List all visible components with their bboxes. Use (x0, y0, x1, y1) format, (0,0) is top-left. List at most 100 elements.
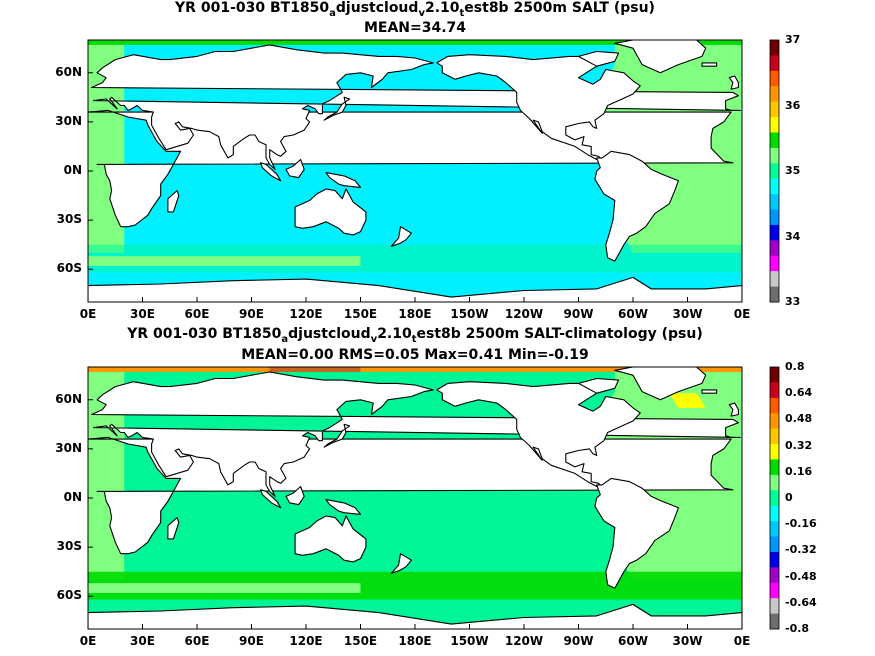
land-madagascar (167, 190, 180, 213)
colorbar-swatch (770, 582, 779, 599)
colorbar-swatch (770, 117, 779, 133)
colorbar-label: 35 (785, 164, 801, 177)
colorbar-swatch (770, 490, 779, 507)
colorbar-swatch (770, 86, 779, 102)
arctic-strip (88, 40, 742, 45)
colorbar-swatch (770, 240, 779, 257)
colorbar-label: 34 (785, 229, 801, 243)
land-uk (728, 402, 739, 417)
colorbar-swatch (770, 101, 779, 118)
land-uk (728, 75, 739, 90)
colorbar-label: 0 (785, 491, 793, 504)
colorbar-swatch (770, 194, 779, 210)
x-tick-label: 0E (733, 307, 751, 321)
x-tick-label: 60E (184, 307, 210, 321)
land-sumatra (260, 162, 282, 182)
land-baffin (577, 377, 620, 394)
x-tick-label: 30W (672, 307, 703, 321)
x-tick-label: 0E (733, 634, 751, 648)
colorbar-label: 0.64 (785, 386, 813, 400)
x-tick-label: 120W (504, 307, 544, 321)
colorbar-swatch (770, 444, 779, 460)
panel2-subtitle: MEAN=0.00 RMS=0.05 Max=0.41 Min=-0.19 (241, 347, 589, 363)
colorbar-swatch (770, 147, 779, 164)
land-eurasia (91, 371, 741, 497)
y-tick-label: 30S (56, 212, 82, 227)
land-samerica (594, 150, 679, 262)
x-tick-label: 60E (184, 634, 210, 648)
map-panel-1 (87, 39, 780, 303)
land-greenland (614, 40, 707, 74)
colorbar-swatch (770, 178, 779, 195)
colorbar-label: -0.8 (785, 622, 810, 635)
land-samerica (594, 477, 679, 589)
y-tick-label: 60N (55, 64, 82, 79)
colorbar-swatch (770, 255, 779, 272)
southern-band-highlight (88, 583, 361, 593)
land-australia (294, 515, 367, 563)
colorbar-swatch (770, 413, 779, 429)
x-tick-label: 180E (398, 634, 432, 648)
y-tick-label: 0N (63, 163, 82, 177)
colorbar-swatch (770, 397, 779, 414)
panel1-subtitle: MEAN=34.74 (363, 20, 467, 36)
colorbar-swatch (770, 613, 779, 630)
anomaly-patch-arctic (269, 367, 361, 372)
colorbar-swatch (770, 286, 779, 303)
land-borneo (285, 158, 305, 179)
colorbar-swatch (770, 459, 779, 476)
x-tick-label: 180E (398, 307, 432, 321)
x-tick-label: 120W (504, 634, 544, 648)
y-tick-label: 60N (55, 391, 82, 406)
x-tick-label: 120E (289, 634, 323, 648)
x-tick-label: 90E (239, 307, 264, 321)
colorbar-label: -0.16 (785, 517, 817, 531)
anomaly-patch-nordic (669, 393, 706, 408)
colorbar-swatch (770, 536, 779, 553)
colorbar-label: 0.8 (785, 360, 805, 373)
colorbar-swatch (770, 382, 779, 399)
x-tick-label: 30E (130, 634, 155, 648)
colorbar-swatch (770, 367, 779, 383)
colorbar-label: 0.32 (785, 438, 813, 452)
y-tick-label: 60S (56, 261, 82, 276)
colorbar-swatch (770, 505, 779, 522)
colorbar-swatch (770, 598, 779, 614)
land-iceland (701, 389, 718, 394)
x-tick-label: 30W (672, 634, 703, 648)
x-tick-label: 90W (563, 634, 594, 648)
x-tick-label: 150E (343, 634, 378, 648)
colorbar-label: -0.64 (785, 595, 817, 609)
colorbar-label: -0.48 (785, 569, 817, 583)
colorbar-swatch (770, 271, 779, 287)
colorbar-label: 36 (785, 98, 801, 112)
colorbar-frame (769, 39, 780, 303)
colorbar-frame (769, 366, 780, 630)
colorbar-swatch (770, 163, 779, 180)
colorbar-swatch (770, 567, 779, 584)
y-tick-label: 60S (56, 588, 82, 603)
colorbar-label: 0.16 (785, 464, 813, 478)
x-tick-label: 0E (79, 634, 97, 648)
land-newzealand (390, 226, 412, 247)
colorbar-label: 0.48 (785, 412, 813, 426)
land-baffin (577, 50, 620, 67)
land-madagascar (167, 517, 180, 540)
x-tick-label: 150E (343, 307, 378, 321)
colorbar-swatch (770, 40, 779, 56)
colorbar-swatch (770, 132, 779, 149)
colorbar-label: 33 (785, 295, 801, 308)
y-tick-label: 0N (63, 490, 82, 504)
land-newguinea (325, 172, 362, 188)
x-tick-label: 90E (239, 634, 264, 648)
land-borneo (285, 485, 305, 506)
land-newzealand (390, 553, 412, 574)
colorbar-swatch (770, 209, 779, 226)
land-namerica (436, 381, 641, 488)
colorbar-swatch (770, 474, 779, 491)
y-tick-label: 30N (55, 113, 82, 128)
land-eurasia (91, 44, 741, 170)
colorbar-swatch (770, 70, 779, 87)
colorbar-swatch (770, 428, 779, 445)
x-tick-label: 150W (450, 307, 489, 321)
